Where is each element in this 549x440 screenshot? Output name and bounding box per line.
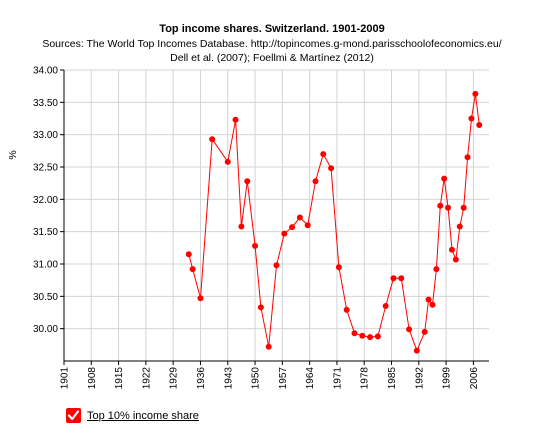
data-point xyxy=(374,333,381,340)
x-tick-label: 1908 xyxy=(87,367,98,390)
data-point xyxy=(445,204,452,211)
data-point xyxy=(224,158,231,165)
y-tick-label: 31.50 xyxy=(33,227,58,238)
data-point xyxy=(281,230,288,237)
x-tick-label: 1999 xyxy=(442,367,453,390)
data-point xyxy=(390,275,397,282)
x-tick-label: 1929 xyxy=(169,367,180,390)
data-point xyxy=(406,326,413,333)
data-point xyxy=(335,264,342,271)
data-point xyxy=(209,136,216,143)
data-point xyxy=(257,304,264,311)
data-point xyxy=(456,223,463,230)
chart-subtitle-line-2: Dell et al. (2007); Foellmi & Martínez (… xyxy=(170,52,374,64)
data-series xyxy=(185,90,483,354)
data-point xyxy=(320,151,327,158)
data-point xyxy=(441,175,448,182)
data-point xyxy=(460,204,467,211)
x-tick-label: 1901 xyxy=(60,367,71,390)
series-line xyxy=(188,93,480,353)
data-point xyxy=(413,347,420,354)
data-point xyxy=(289,224,296,231)
data-point xyxy=(312,178,319,185)
data-point xyxy=(296,214,303,221)
y-tick-label: 30.00 xyxy=(33,324,58,335)
data-point xyxy=(265,343,272,350)
data-point xyxy=(367,334,374,341)
data-point xyxy=(273,262,280,269)
x-tick-label: 1936 xyxy=(196,367,207,390)
x-tick-label: 1978 xyxy=(360,367,371,390)
data-point xyxy=(433,266,440,273)
data-point xyxy=(421,328,428,335)
data-point xyxy=(398,275,405,282)
y-tick-label: 34.00 xyxy=(33,66,58,77)
tick-labels: 30.00 30.50 31.00 31.50 32.00 32.50 33.00 33.50… xyxy=(33,66,480,390)
y-axis-label: % xyxy=(7,150,19,159)
chart-subtitle-line-1: Sources: The World Top Incomes Database.… xyxy=(42,38,501,50)
legend-item-top-10-income-share[interactable]: Top 10% income share xyxy=(66,408,199,423)
data-point xyxy=(382,303,389,310)
data-point xyxy=(244,178,251,185)
data-point xyxy=(472,90,479,97)
data-point xyxy=(359,332,366,339)
data-point xyxy=(464,154,471,161)
x-tick-label: 2006 xyxy=(469,367,480,390)
gridlines xyxy=(63,69,489,361)
x-tick-label: 1957 xyxy=(278,367,289,390)
x-tick-label: 1915 xyxy=(114,367,125,390)
axes xyxy=(60,69,489,365)
data-point xyxy=(452,256,459,263)
y-tick-label: 31.00 xyxy=(33,260,58,271)
data-point xyxy=(197,295,204,302)
data-point xyxy=(185,251,192,258)
data-point xyxy=(343,306,350,313)
x-tick-label: 1985 xyxy=(387,367,398,390)
data-point xyxy=(232,116,239,123)
y-tick-label: 33.50 xyxy=(33,98,58,109)
x-tick-label: 1950 xyxy=(251,367,262,390)
data-point xyxy=(468,115,475,122)
legend-label: Top 10% income share xyxy=(87,409,199,422)
y-tick-label: 32.50 xyxy=(33,163,58,174)
data-point xyxy=(448,246,455,253)
x-tick-label: 1971 xyxy=(332,367,343,390)
y-tick-label: 30.50 xyxy=(33,292,58,303)
x-tick-label: 1922 xyxy=(141,367,152,390)
data-point xyxy=(304,222,311,229)
checkmark-icon xyxy=(66,408,81,423)
data-point xyxy=(351,330,358,337)
data-point xyxy=(425,296,432,303)
y-tick-label: 32.00 xyxy=(33,195,58,206)
y-tick-label: 33.00 xyxy=(33,130,58,141)
data-point xyxy=(238,223,245,230)
chart-title: Top income shares. Switzerland. 1901-200… xyxy=(159,23,384,35)
data-point xyxy=(328,165,335,172)
x-tick-label: 1943 xyxy=(223,367,234,390)
data-point xyxy=(429,301,436,308)
data-point xyxy=(437,202,444,209)
x-tick-label: 1964 xyxy=(305,367,316,390)
data-point xyxy=(189,266,196,273)
data-point xyxy=(252,242,259,249)
data-point xyxy=(476,121,483,128)
x-tick-label: 1992 xyxy=(414,367,425,390)
